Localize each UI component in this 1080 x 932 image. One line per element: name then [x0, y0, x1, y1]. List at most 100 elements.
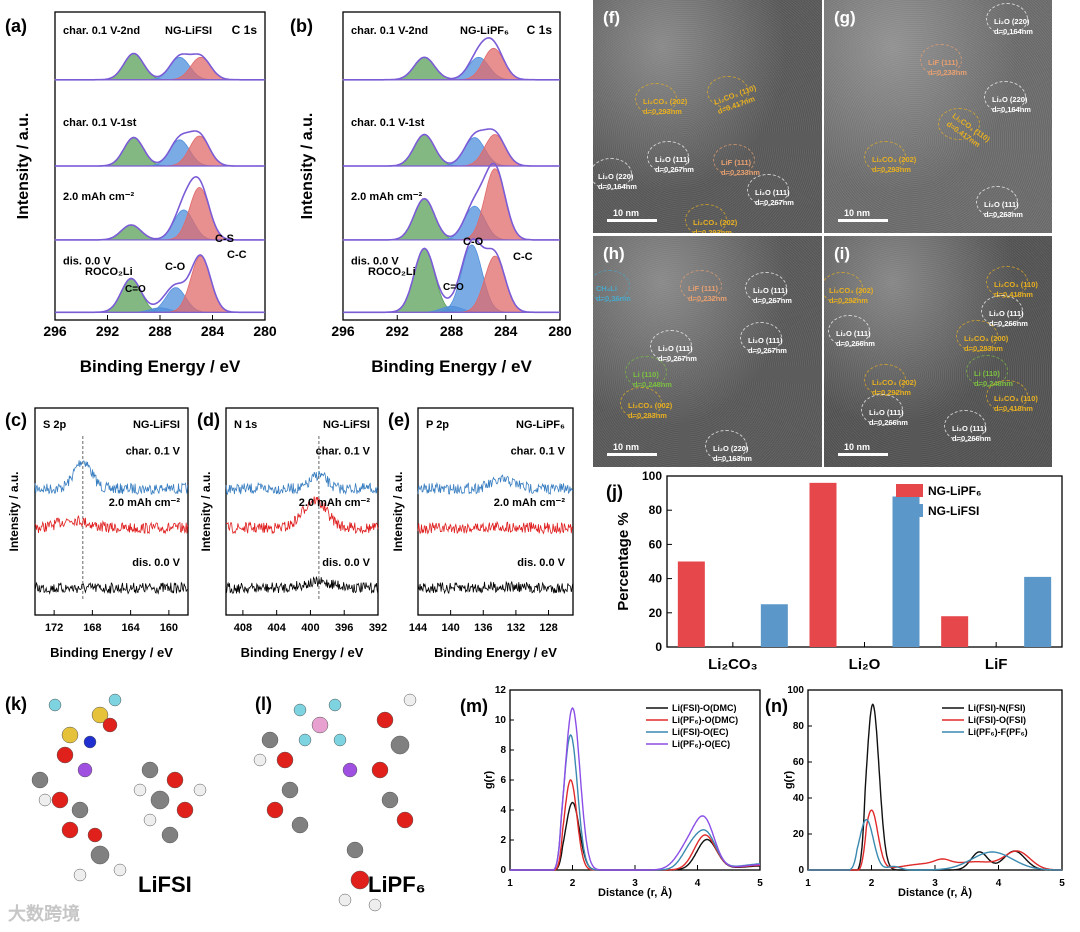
x-tick-label: 288 — [440, 323, 464, 339]
spectrum-0 — [34, 460, 188, 495]
lattice-label: CH₃Li d=0.36nm — [596, 284, 631, 303]
y-tick-label: 0 — [500, 865, 506, 876]
y-tick-label: 60 — [793, 757, 805, 768]
legend-swatch — [896, 484, 923, 497]
scale-bar-label: 10 nm — [844, 442, 871, 452]
xps-spectrum — [342, 162, 561, 241]
atom — [90, 845, 110, 865]
annotation-roco2li: ROCO₂Li — [85, 266, 133, 278]
lattice-label: Li₂CO₃ (202) d=0.293nm — [872, 155, 917, 174]
x-tick-label: 292 — [96, 323, 120, 339]
y-tick-label: 40 — [793, 793, 805, 804]
y-tick-label: 60 — [649, 537, 663, 551]
envelope-curve — [343, 128, 559, 167]
x-tick-label: 136 — [474, 622, 492, 634]
atom — [293, 703, 307, 717]
legend-label: NG-LiPF₆ — [928, 484, 981, 498]
x-tick-label: 280 — [253, 323, 277, 339]
chart-a — [54, 11, 266, 321]
y-tick-label: 40 — [649, 572, 663, 586]
sample-label: NG-LiFSI — [133, 419, 180, 431]
y-tick-label: 80 — [793, 721, 805, 732]
atom — [368, 898, 382, 912]
atom — [338, 893, 352, 907]
y-axis-label: Intensity / a.u. — [7, 471, 21, 551]
y-tick-label: 0 — [798, 865, 804, 876]
lattice-region-outline — [938, 108, 980, 140]
chart-e — [417, 407, 574, 616]
plot-frame — [225, 407, 379, 616]
y-axis-label: Intensity / a.u. — [15, 113, 32, 220]
y-axis-label: g(r) — [783, 771, 795, 790]
spectrum-label: char. 0.1 V — [126, 446, 181, 458]
envelope-curve — [343, 37, 559, 81]
x-tick-label: 292 — [386, 323, 410, 339]
y-axis-label: Intensity / a.u. — [299, 113, 316, 220]
x-tick-label: 3 — [932, 878, 938, 889]
bar-NG-LiPF₆-Li₂O — [809, 482, 837, 647]
atom — [161, 826, 179, 844]
spectrum-label: 2.0 mAh cm⁻² — [351, 191, 423, 203]
atom — [371, 761, 389, 779]
spectrum-label: char. 0.1 V-1st — [63, 117, 137, 129]
annotation-c-o-double: C=O — [443, 282, 464, 293]
panel-label: (c) — [5, 410, 27, 430]
spectrum-label: dis. 0.0 V — [351, 255, 399, 267]
x-tick-label: 168 — [83, 622, 101, 634]
sample-label: NG-LiFSI — [323, 419, 370, 431]
lattice-label: Li₂O (111) d=0.263nm — [984, 200, 1023, 219]
annotation-c-s: C-S — [215, 233, 234, 245]
chart-d — [225, 407, 379, 616]
atom — [333, 733, 347, 747]
spectrum-label: 2.0 mAh cm⁻² — [109, 497, 181, 509]
x-axis-label: Binding Energy / eV — [50, 645, 173, 660]
legend-label: Li(PF₆)-F(PF₆) — [968, 727, 1028, 737]
panel-label: (b) — [290, 16, 313, 36]
sample-label: NG-LiPF₆ — [516, 419, 565, 431]
lattice-label: LiF (111) d=0.233nm — [928, 58, 967, 77]
molecule-structures — [31, 693, 417, 912]
lattice-label: Li₂CO₃ (002) d=0.283nm — [628, 401, 673, 420]
legend-label: Li(FSI)-O(EC) — [672, 727, 729, 737]
lattice-label: Li₂O (111) d=0.266nm — [836, 329, 875, 348]
x-tick-label: 1 — [805, 878, 811, 889]
lattice-region-outline — [828, 315, 870, 347]
atom — [61, 726, 79, 744]
atom — [56, 746, 74, 764]
lattice-region-outline — [685, 204, 727, 233]
x-axis-label: Distance (r, Å) — [598, 886, 672, 899]
atom — [91, 706, 109, 724]
spectrum-label: dis. 0.0 V — [132, 557, 180, 569]
spectrum-label: dis. 0.0 V — [517, 557, 565, 569]
bar-NG-LiPF₆-LiF — [941, 616, 969, 647]
annotation-c-o: C-O — [165, 261, 186, 273]
lattice-region-outline — [635, 83, 677, 115]
lattice-label: Li₂O (111) d=0.267nm — [748, 336, 787, 355]
lattice-region-outline — [713, 144, 755, 176]
y-tick-label: 8 — [500, 745, 506, 756]
panel-label: (k) — [5, 694, 27, 714]
panel-label: (m) — [460, 696, 488, 716]
annotation-c-o: C-O — [463, 236, 484, 248]
lattice-region-outline — [986, 380, 1028, 412]
x-axis-label: Binding Energy / eV — [80, 357, 241, 376]
x-tick-label: 2 — [570, 878, 576, 889]
lattice-region-outline — [680, 270, 722, 302]
lattice-label: Li₂O (111) d=0.266nm — [952, 424, 991, 443]
x-tick-label: 288 — [148, 323, 172, 339]
atom — [193, 783, 207, 797]
atom — [346, 841, 364, 859]
panel-label: (f) — [603, 8, 620, 27]
atom — [396, 811, 414, 829]
spectrum-label: 2.0 mAh cm⁻² — [494, 497, 566, 509]
xps-spectrum — [342, 37, 561, 81]
spectrum-label: char. 0.1 V-2nd — [63, 25, 140, 37]
lattice-label: Li₂CO₃ (200) d=0.283nm — [964, 334, 1009, 353]
xps-spectrum — [54, 52, 266, 81]
atom — [390, 735, 410, 755]
chart-b — [342, 11, 561, 321]
atom — [266, 801, 284, 819]
lattice-label: Li₂O (111) d=0.267nm — [753, 286, 792, 305]
rdf-curve-2 — [808, 818, 1063, 871]
scale-bar — [607, 453, 657, 456]
